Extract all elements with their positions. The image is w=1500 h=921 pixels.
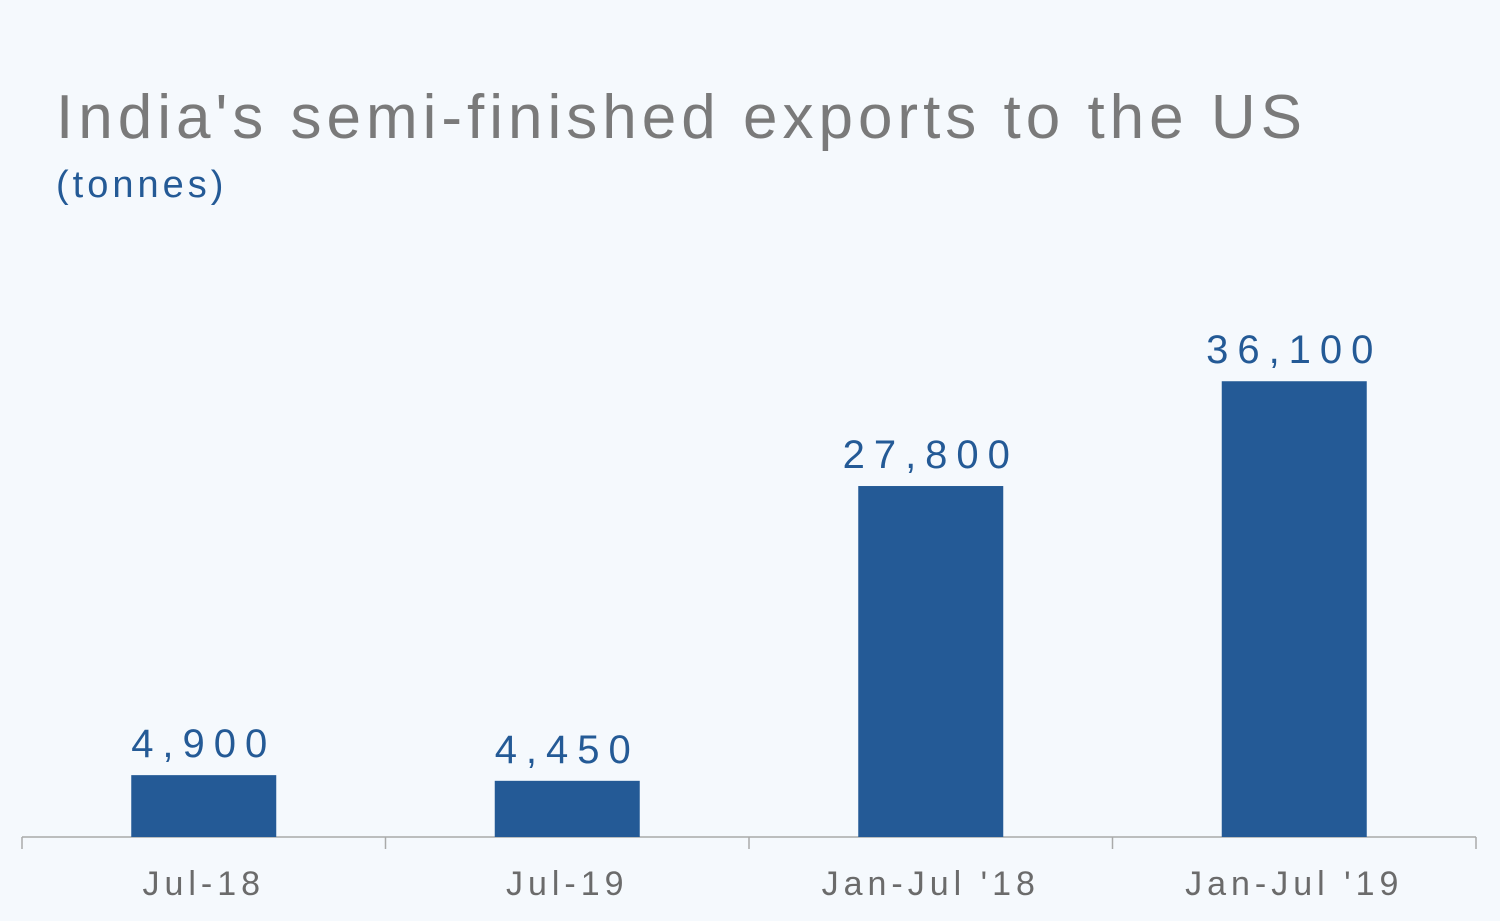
bar-4 <box>1221 381 1367 837</box>
x-tick-label: Jul-18 <box>142 865 265 903</box>
bar-2 <box>494 780 640 837</box>
bar-value-label: 4,900 <box>131 722 276 766</box>
x-tick-label: Jan-Jul '19 <box>1185 865 1403 903</box>
bar-value-label: 36,100 <box>1206 328 1382 372</box>
bar-value-label: 27,800 <box>843 433 1019 477</box>
bar-value-label: 4,450 <box>495 728 640 772</box>
bar-1 <box>131 775 277 837</box>
chart-subtitle: (tonnes) <box>56 164 228 206</box>
x-tick-label: Jul-19 <box>506 865 629 903</box>
x-tick-label: Jan-Jul '18 <box>822 865 1040 903</box>
bar-3 <box>858 486 1004 837</box>
chart-title: India's semi-finished exports to the US <box>56 83 1307 152</box>
